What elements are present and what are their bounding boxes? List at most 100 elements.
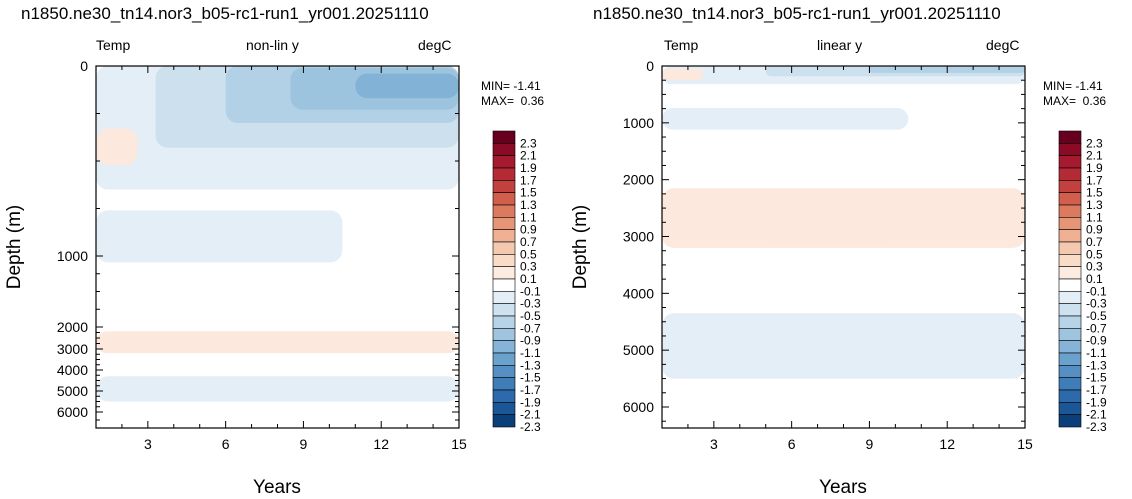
colorbar-label: 0.1 xyxy=(520,272,537,286)
colorbar-label: -1.1 xyxy=(520,346,541,360)
min-value: MIN= -1.41 xyxy=(1043,79,1103,93)
x-axis-label: Years xyxy=(819,477,867,498)
x-tick-label: 9 xyxy=(866,436,874,452)
colorbar-swatch xyxy=(492,402,516,415)
y-tick-label: 4000 xyxy=(623,285,654,301)
colorbar-swatch xyxy=(1058,328,1082,341)
chart-panel-linear: n1850.ne30_tn14.nor3_b05-rc1-run1_yr001.… xyxy=(566,0,1132,499)
contour-region xyxy=(96,210,343,263)
colorbar-swatch xyxy=(492,155,516,169)
contour-region xyxy=(662,68,704,81)
colorbar-label: 1.7 xyxy=(520,173,537,187)
y-axis-label: Depth (m) xyxy=(4,205,25,289)
colorbar-label: 0.5 xyxy=(520,247,537,261)
colorbar-label: 1.7 xyxy=(1086,173,1103,187)
plot-linear-depth: 3 6 9 12 15 0 1000 2000 3000 4000 5000 6000 Years Dep… xyxy=(570,58,1107,498)
colorbar-label: 0.1 xyxy=(1086,272,1103,286)
min-value: MIN= -1.41 xyxy=(481,79,541,93)
colorbar-label: 1.1 xyxy=(1086,210,1103,224)
colorbar-label: -2.1 xyxy=(520,408,541,422)
colorbar-swatch xyxy=(1058,143,1082,156)
colorbar-swatch xyxy=(492,278,516,292)
x-tick-label: 6 xyxy=(222,436,230,452)
plot-nonlinear-depth: 3 6 9 12 15 0 1000 2000 3000 4000 5000 6000 Years Dep… xyxy=(4,58,541,498)
colorbar-label: -1.1 xyxy=(1086,346,1107,360)
contour-regions xyxy=(96,66,459,402)
colorbar-swatch xyxy=(1058,291,1082,304)
colorbar-label: 2.3 xyxy=(520,136,537,150)
colorbar-label: 1.3 xyxy=(520,198,537,212)
colorbar-swatch xyxy=(492,254,516,267)
contour-region xyxy=(96,331,459,354)
colorbar-swatch xyxy=(492,389,516,403)
axis-mode-label: non-lin y xyxy=(246,37,299,53)
x-tick-label: 12 xyxy=(373,436,389,452)
colorbar-swatch xyxy=(1058,204,1082,218)
colorbar-swatch xyxy=(492,143,516,156)
y-tick-label: 4000 xyxy=(57,362,88,378)
colorbar-swatch xyxy=(1058,241,1082,255)
contour-region xyxy=(662,108,909,130)
y-tick-label: 6000 xyxy=(57,404,88,420)
x-tick-label: 12 xyxy=(939,436,955,452)
colorbar-swatch xyxy=(492,192,516,206)
stats-box: MIN= -1.41 MAX= 0.36 xyxy=(481,79,544,109)
colorbar-label: 1.3 xyxy=(1086,198,1103,212)
colorbar-label: 0.9 xyxy=(1086,223,1103,237)
colorbar-label: -2.3 xyxy=(520,420,541,434)
variable-label: Temp xyxy=(664,37,699,53)
colorbar-swatch xyxy=(1058,180,1082,193)
colorbar-swatch xyxy=(492,291,516,304)
colorbar-swatch xyxy=(1058,266,1082,280)
colorbar-label: -0.7 xyxy=(520,321,541,335)
contour-region xyxy=(96,376,459,402)
colorbar-swatch xyxy=(1058,340,1082,354)
contour-region xyxy=(662,313,1025,379)
colorbar-label: -0.9 xyxy=(520,334,541,348)
colorbar-swatch xyxy=(492,180,516,193)
colorbar-label: -1.7 xyxy=(520,383,541,397)
contour-region xyxy=(96,128,138,165)
colorbar-swatch xyxy=(1058,217,1082,230)
colorbar-swatch xyxy=(1058,402,1082,415)
colorbar-label: -1.5 xyxy=(1086,371,1107,385)
colorbar-label: 1.9 xyxy=(520,161,537,175)
y-tick-label: 2000 xyxy=(623,172,654,188)
contour-region xyxy=(355,73,459,99)
max-value: MAX= 0.36 xyxy=(481,94,545,108)
colorbar-label: -0.5 xyxy=(1086,309,1107,323)
y-tick-label: 0 xyxy=(80,58,88,74)
contour-region xyxy=(96,161,459,190)
colorbar-swatch xyxy=(492,266,516,280)
y-axis-label: Depth (m) xyxy=(570,205,591,289)
contour-region xyxy=(662,188,1025,248)
colorbar-swatch xyxy=(492,229,516,243)
colorbar-swatch xyxy=(492,414,516,428)
colorbar-label: 2.1 xyxy=(1086,149,1103,163)
units-label: degC xyxy=(418,37,452,53)
colorbar-label: 0.7 xyxy=(1086,235,1103,249)
x-tick-label: 15 xyxy=(451,436,467,452)
colorbar-swatch xyxy=(492,167,516,181)
chart-title: n1850.ne30_tn14.nor3_b05-rc1-run1_yr001.… xyxy=(21,4,429,23)
x-tick-label: 15 xyxy=(1017,436,1033,452)
colorbar-label: 1.9 xyxy=(1086,161,1103,175)
x-tick-label: 3 xyxy=(710,436,718,452)
colorbar-swatch xyxy=(1058,303,1082,317)
colorbar-swatch xyxy=(492,352,516,366)
colorbar-swatch xyxy=(492,377,516,391)
colorbar-label: 1.5 xyxy=(1086,186,1103,200)
colorbar-label: 0.3 xyxy=(1086,260,1103,274)
colorbar-label: -1.3 xyxy=(520,358,541,372)
y-tick-label: 1000 xyxy=(623,115,654,131)
colorbar-swatch xyxy=(1058,352,1082,366)
y-tick-label: 3000 xyxy=(623,229,654,245)
y-tick-label: 1000 xyxy=(57,248,88,264)
units-label: degC xyxy=(986,37,1020,53)
colorbar-swatch xyxy=(1058,254,1082,267)
variable-label: Temp xyxy=(96,37,131,53)
colorbar-label: -0.3 xyxy=(520,297,541,311)
colorbar-swatch xyxy=(1058,192,1082,206)
colorbar-swatch xyxy=(492,303,516,317)
colorbar-swatch xyxy=(492,340,516,354)
